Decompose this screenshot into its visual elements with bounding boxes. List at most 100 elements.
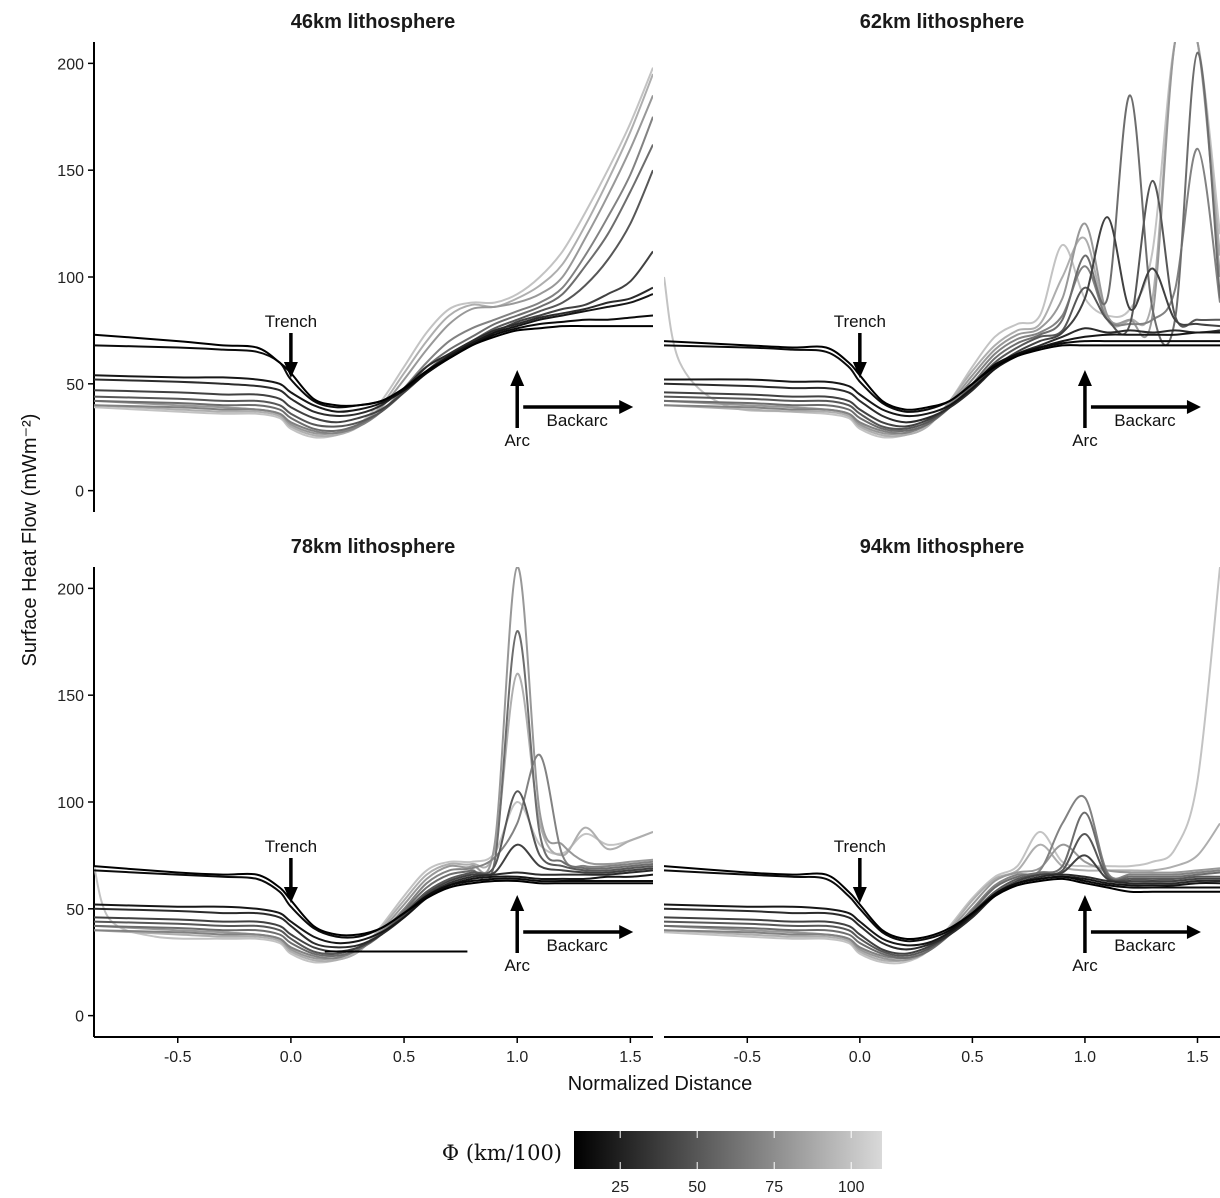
series-line: [94, 567, 653, 961]
series-line: [94, 865, 653, 937]
backarc-label: Backarc: [546, 411, 608, 430]
arc-arrow-head: [510, 370, 525, 386]
axes-layer: 0 50 100 150 200 0 50 100 150 200 -0.5 0.0 0.5 1.0 1.5…: [57, 42, 1220, 1066]
series-line: [94, 144, 653, 433]
y-tick-label: 150: [57, 163, 84, 180]
series-line: [664, 865, 1220, 941]
y-axis-label: Surface Heat Flow (mWm⁻²): [19, 414, 41, 667]
panel-series-group: [94, 567, 653, 964]
x-tick-label: 1.0: [1074, 1049, 1096, 1066]
series-line: [664, 327, 1220, 424]
x-tick-label: 0.0: [280, 1049, 302, 1066]
y-tick-label: 50: [66, 902, 84, 919]
legend-tick-label: 100: [838, 1179, 865, 1196]
series-line: [94, 324, 653, 407]
panel-title-94km: 94km lithosphere: [860, 536, 1025, 558]
series-line: [94, 790, 653, 956]
x-tick-label: 0.5: [393, 1049, 415, 1066]
y-tick-label: 50: [66, 377, 84, 394]
y-tick-label: 150: [57, 688, 84, 705]
series-line: [664, 147, 1220, 435]
backarc-arrow-head: [1186, 400, 1201, 414]
legend-colorbar: [574, 1131, 882, 1169]
backarc-arrow-head: [1186, 925, 1201, 939]
series-line: [94, 314, 653, 409]
trench-arrow-head: [852, 887, 867, 903]
series-line: [664, 811, 1220, 960]
x-axis-label: Normalized Distance: [568, 1073, 753, 1095]
arc-label: Arc: [504, 956, 530, 975]
series-line: [94, 73, 653, 438]
y-tick-label: 200: [57, 56, 84, 73]
series-line: [94, 873, 653, 945]
series-line: [94, 95, 653, 436]
series-line: [94, 250, 653, 424]
series-layer: [94, 42, 1220, 965]
series-line: [664, 42, 1220, 438]
series-line: [664, 340, 1220, 411]
x-tick-label: -0.5: [164, 1049, 192, 1066]
trench-arrow-head: [852, 362, 867, 378]
series-line: [664, 51, 1220, 433]
backarc-label: Backarc: [1114, 411, 1176, 430]
y-tick-label: 100: [57, 270, 84, 287]
x-tick-label: 1.0: [506, 1049, 528, 1066]
series-line: [664, 567, 1220, 965]
x-tick-label: 0.0: [849, 1049, 871, 1066]
arc-arrow-head: [1077, 370, 1092, 386]
backarc-label: Backarc: [1114, 936, 1176, 955]
legend-tick-label: 75: [765, 1179, 783, 1196]
series-line: [664, 42, 1220, 439]
x-tick-label: 1.5: [1186, 1049, 1208, 1066]
trench-arrow-head: [283, 362, 298, 378]
legend-title: Φ (km/100): [442, 1141, 562, 1165]
annotation-layer: Trench Arc Backarc Trench Arc Backarc Trench Ar…: [265, 312, 1201, 975]
series-line: [94, 630, 653, 958]
trench-label: Trench: [265, 312, 317, 331]
series-line: [94, 67, 653, 439]
trench-label: Trench: [834, 312, 886, 331]
series-line: [664, 873, 1220, 951]
y-tick-label: 100: [57, 795, 84, 812]
series-line: [664, 794, 1220, 960]
panel-title-62km: 62km lithosphere: [860, 11, 1025, 33]
trench-label: Trench: [265, 837, 317, 856]
arc-arrow-head: [1077, 895, 1092, 911]
arc-arrow-head: [510, 895, 525, 911]
backarc-arrow-head: [619, 400, 634, 414]
series-line: [94, 286, 653, 417]
x-tick-label: 1.5: [619, 1049, 641, 1066]
legend-ticks: 25 50 75 100: [611, 1131, 865, 1196]
x-tick-label: 0.5: [961, 1049, 983, 1066]
backarc-arrow-head: [619, 925, 634, 939]
color-legend: Φ (km/100) 25 50 75 100: [442, 1131, 882, 1196]
series-line: [664, 822, 1220, 963]
arc-label: Arc: [1072, 956, 1098, 975]
panel-series-group: [664, 42, 1220, 439]
series-line: [664, 875, 1220, 947]
backarc-label: Backarc: [546, 936, 608, 955]
trench-arrow-head: [283, 887, 298, 903]
series-line: [664, 339, 1220, 413]
series-line: [94, 672, 653, 963]
trench-label: Trench: [834, 837, 886, 856]
legend-tick-label: 50: [688, 1179, 706, 1196]
series-line: [664, 179, 1220, 431]
panel-title-46km: 46km lithosphere: [291, 11, 456, 33]
arc-label: Arc: [504, 431, 530, 450]
panel-series-group: [94, 67, 653, 439]
panel-title-78km: 78km lithosphere: [291, 536, 456, 558]
series-line: [664, 42, 1220, 436]
y-tick-label: 0: [75, 1009, 84, 1026]
series-line: [94, 116, 653, 435]
series-line: [664, 331, 1220, 418]
arc-label: Arc: [1072, 431, 1098, 450]
series-line: [94, 169, 653, 428]
panel-series-group: [664, 567, 1220, 965]
y-tick-label: 0: [75, 484, 84, 501]
legend-tick-label: 25: [611, 1179, 629, 1196]
y-tick-label: 200: [57, 581, 84, 598]
x-tick-label: -0.5: [733, 1049, 761, 1066]
